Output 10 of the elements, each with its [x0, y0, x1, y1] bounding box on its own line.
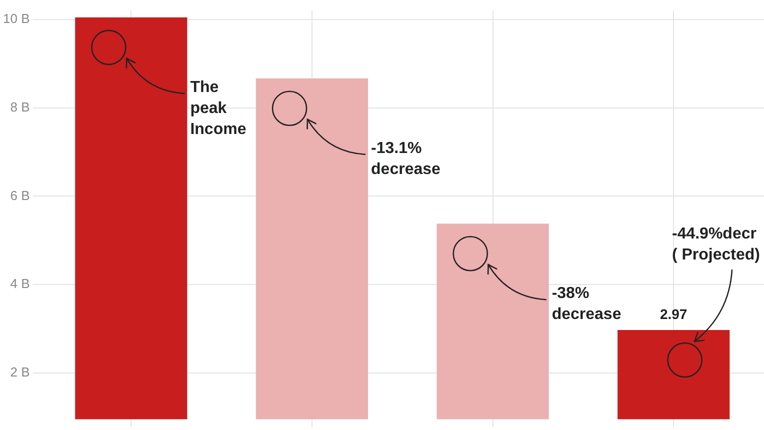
data-label: 2.97	[660, 306, 688, 322]
y-tick-label: 2 B	[10, 364, 30, 380]
y-tick-label: 6 B	[10, 188, 30, 203]
y-tick-label: 4 B	[10, 276, 30, 292]
annotation: -44.9%decr ( Projected)	[672, 225, 760, 264]
annotation: -38% decrease	[552, 285, 622, 324]
y-tick-label: 8 B	[10, 100, 30, 115]
annotation: -13.1% decrease	[371, 140, 441, 178]
annotation: The peak Income	[190, 78, 246, 138]
y-tick-label: 10 B	[2, 11, 30, 26]
